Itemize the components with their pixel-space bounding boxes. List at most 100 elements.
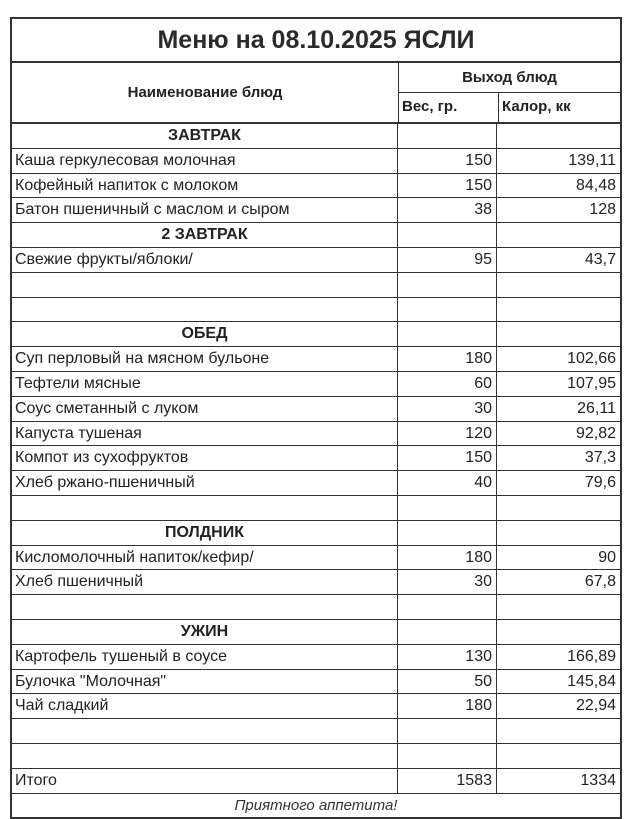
- dish-name: ЗАВТРАК: [12, 124, 398, 148]
- calories-cell: [497, 719, 620, 743]
- empty-row: [12, 297, 620, 323]
- table-row: Батон пшеничный с маслом и сыром 38 128: [12, 198, 620, 224]
- empty-row: [12, 272, 620, 298]
- dish-name: Каша геркулесовая молочная: [12, 148, 398, 173]
- table-header: Наименование блюд Выход блюд Вес, гр. Ка…: [12, 63, 620, 124]
- header-output: Выход блюд: [399, 63, 620, 93]
- calories-cell: 43,7: [584, 250, 616, 268]
- section-row: ПОЛДНИК: [12, 520, 620, 546]
- table-row: Каша геркулесовая молочная 150 139,11: [12, 148, 620, 174]
- dish-name: УЖИН: [12, 619, 398, 644]
- calories-cell: [497, 496, 620, 520]
- table-row: Капуста тушеная 120 92,82: [12, 421, 620, 447]
- dish-name: [12, 495, 398, 520]
- dish-name: Суп перловый на мясном бульоне: [12, 347, 398, 371]
- calories-cell: [497, 298, 620, 322]
- weight-cell: 30: [398, 396, 497, 421]
- weight-cell: [398, 124, 497, 148]
- dish-name: Кисломолочный напиток/кефир/: [12, 545, 398, 570]
- calories-cell: 166,89: [567, 647, 616, 665]
- weight-cell: [398, 520, 497, 545]
- calories-cell: 92,82: [575, 424, 616, 442]
- dish-name: 2 ЗАВТРАК: [12, 223, 398, 247]
- dish-name: [12, 743, 398, 768]
- empty-row: [12, 743, 620, 769]
- weight-cell: 30: [398, 570, 497, 595]
- calories-cell: 139,11: [568, 151, 616, 169]
- header-name: Наименование блюд: [12, 63, 399, 122]
- dish-name: Свежие фрукты/яблоки/: [12, 247, 398, 272]
- empty-row: [12, 595, 620, 620]
- weight-cell: [398, 297, 497, 322]
- calories-cell: [497, 273, 620, 297]
- calories-cell: 26,11: [577, 399, 616, 417]
- calories-cell: 102,66: [567, 350, 616, 368]
- section-row: ОБЕД: [12, 322, 620, 348]
- calories-cell: 84,48: [575, 176, 616, 194]
- weight-cell: 60: [398, 371, 497, 396]
- table-row: Булочка "Молочная" 50 145,84: [12, 669, 620, 695]
- dish-name: Булочка "Молочная": [12, 669, 398, 694]
- calories-cell: 128: [589, 201, 616, 219]
- calories-cell: [497, 620, 620, 644]
- calories-cell: [497, 223, 620, 247]
- header-calories: Калор, кк: [502, 98, 571, 115]
- table-row: Соус сметанный с луком 30 26,11: [12, 396, 620, 422]
- weight-cell: 150: [398, 446, 497, 471]
- weight-cell: [398, 595, 497, 619]
- dish-name: Хлеб ржано-пшеничный: [12, 471, 398, 495]
- page-title: Меню на 08.10.2025 ЯСЛИ: [12, 19, 620, 63]
- weight-cell: [398, 272, 497, 297]
- table-row: Суп перловый на мясном бульоне 180 102,66: [12, 347, 620, 372]
- section-row: УЖИН: [12, 619, 620, 645]
- dish-name: Итого: [12, 768, 398, 793]
- table-row: Хлеб пшеничный 30 67,8: [12, 570, 620, 596]
- dish-name: [12, 595, 398, 619]
- calories-cell: 1334: [580, 771, 616, 789]
- table-row: Кофейный напиток с молоком 150 84,48: [12, 173, 620, 199]
- weight-cell: 180: [398, 545, 497, 570]
- table-row: Чай сладкий 180 22,94: [12, 694, 620, 720]
- weight-cell: 150: [398, 173, 497, 198]
- dish-name: Соус сметанный с луком: [12, 396, 398, 421]
- calories-cell: 145,84: [567, 672, 616, 690]
- dish-name: Хлеб пшеничный: [12, 570, 398, 595]
- dish-name: Капуста тушеная: [12, 421, 398, 446]
- weight-cell: [398, 223, 497, 247]
- weight-cell: 180: [398, 694, 497, 719]
- weight-cell: 1583: [398, 768, 497, 793]
- dish-name: Тефтели мясные: [12, 371, 398, 396]
- weight-cell: [398, 719, 497, 743]
- weight-cell: [398, 495, 497, 520]
- section-row: 2 ЗАВТРАК: [12, 223, 620, 248]
- dish-name: [12, 297, 398, 322]
- dish-name: Чай сладкий: [12, 694, 398, 719]
- calories-cell: 79,6: [584, 474, 616, 492]
- calories-cell: 67,8: [584, 573, 616, 591]
- calories-cell: [497, 124, 620, 148]
- weight-cell: [398, 743, 497, 768]
- table-row: Картофель тушеный в соусе 130 166,89: [12, 644, 620, 670]
- table-row: Свежие фрукты/яблоки/95 43,7: [12, 247, 620, 273]
- dish-name: Компот из сухофруктов: [12, 446, 398, 471]
- header-weight: Вес, гр.: [399, 93, 499, 122]
- table-row: Тефтели мясные 60 107,95: [12, 371, 620, 397]
- footer-note: Приятного аппетита!: [234, 796, 398, 814]
- dish-name: Батон пшеничный с маслом и сыром: [12, 198, 398, 223]
- weight-cell: 120: [398, 421, 497, 446]
- empty-row: [12, 495, 620, 521]
- weight-cell: 95: [398, 247, 497, 272]
- weight-cell: 180: [398, 347, 497, 371]
- calories-cell: [497, 521, 620, 545]
- table-row: Хлеб ржано-пшеничный 40 79,6: [12, 471, 620, 496]
- dish-name: Кофейный напиток с молоком: [12, 173, 398, 198]
- weight-cell: 40: [398, 471, 497, 495]
- table-body: ЗАВТРАК Каша геркулесовая молочная 150 139,…: [12, 124, 620, 794]
- section-row: ЗАВТРАК: [12, 124, 620, 149]
- calories-cell: [497, 744, 620, 768]
- weight-cell: [398, 619, 497, 644]
- weight-cell: 150: [398, 148, 497, 173]
- calories-cell: [497, 322, 620, 346]
- calories-cell: 22,94: [575, 697, 616, 715]
- dish-name: ОБЕД: [12, 322, 398, 347]
